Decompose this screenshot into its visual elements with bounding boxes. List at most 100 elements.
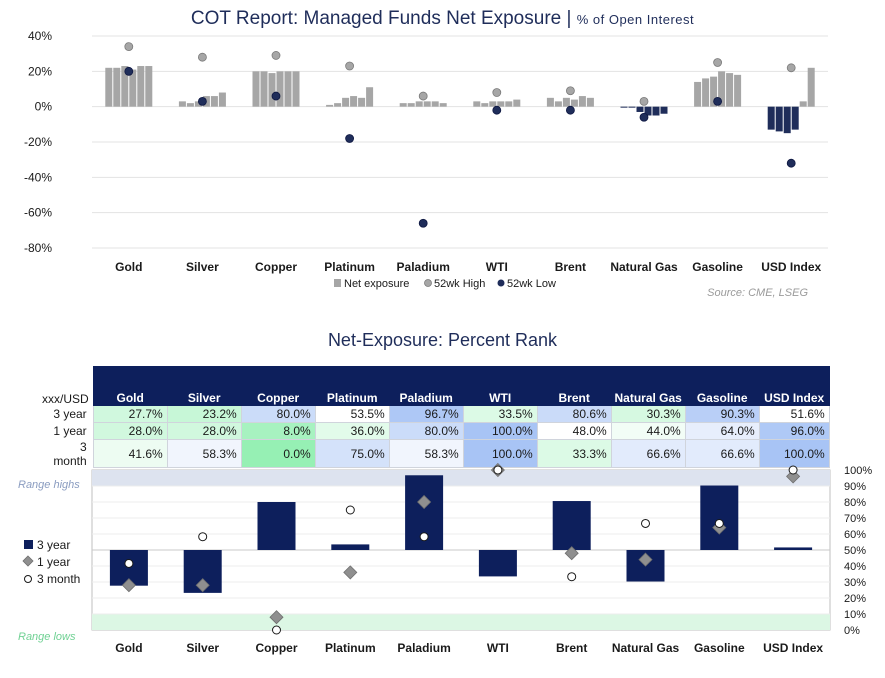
table-cell: 33.3% <box>536 439 612 468</box>
three-month-marker <box>493 465 503 475</box>
high-52wk-marker <box>713 58 722 67</box>
low-52wk-marker <box>418 218 428 228</box>
category-label: Brent <box>556 641 587 655</box>
y-tick-label: 20% <box>28 64 52 78</box>
category-label: Natural Gas <box>612 641 680 655</box>
table-header-row: xxx/USD Gold Silver Copper Platinum Paladium W… <box>40 366 830 406</box>
net-exposure-bar <box>775 106 783 132</box>
net-exposure-bar <box>276 71 284 107</box>
net-exposure-bar <box>129 69 137 107</box>
table-corner-label: xxx/USD <box>40 366 94 406</box>
y-tick-label: -80% <box>24 241 52 255</box>
net-exposure-bar <box>807 67 815 107</box>
table-row: 1 year 28.0% 28.0% 8.0% 36.0% 80.0% 100.0% 48.0… <box>40 422 830 440</box>
category-label: WTI <box>486 260 508 274</box>
high-52wk-marker <box>124 42 134 51</box>
net-exposure-bar <box>799 101 807 107</box>
high-52wk-marker <box>639 96 649 106</box>
y-tick-label: 0% <box>35 100 53 114</box>
table-cell: 90.3% <box>684 405 760 423</box>
net-exposure-bar <box>554 101 562 107</box>
three-year-bar <box>700 485 739 550</box>
range-highs-band <box>92 470 830 486</box>
net-exposure-bar <box>702 78 710 107</box>
table-cell: 96.7% <box>388 405 464 423</box>
three-month-marker <box>272 625 281 635</box>
category-label: Silver <box>186 641 219 655</box>
net-exposure-bar <box>694 81 702 107</box>
three-month-marker <box>641 518 650 528</box>
percent-rank-chart: 100% 90% 80% 70% 60% 50% 40% 30% 20% 10% 0% Range h… <box>18 462 872 655</box>
table-header-gasoline: Gasoline <box>684 366 760 406</box>
table-cell: 96.0% <box>758 422 830 440</box>
net-exposure-bar <box>710 76 718 107</box>
low-52wk-marker <box>345 134 355 143</box>
legend-high-label: 52wk High <box>434 278 485 290</box>
table-cell: 66.6% <box>684 439 760 468</box>
net-exposure-bar <box>546 97 554 107</box>
net-exposure-bar <box>284 71 292 107</box>
net-exposure-chart: 40% 20% 0% -20% -40% -60% -80% Gold Silver Copper… <box>24 29 828 299</box>
y-tick-label: 40% <box>844 561 866 573</box>
net-exposure-bar <box>194 101 202 107</box>
net-exposure-bar <box>578 96 586 107</box>
table-cell: 41.6% <box>92 439 168 468</box>
table-header-paladium: Paladium <box>388 366 464 406</box>
table-row-label: 3 month <box>40 439 94 468</box>
high-52wk-marker <box>492 88 502 97</box>
table-cell: 30.3% <box>610 405 686 423</box>
table-cell: 36.0% <box>314 422 390 440</box>
net-exposure-bar <box>105 67 113 107</box>
net-exposure-bar <box>620 106 628 108</box>
net-exposure-bar <box>505 101 513 107</box>
net-exposure-bar <box>145 66 153 107</box>
one-year-marker <box>269 610 284 625</box>
legend-net-exposure-swatch <box>334 279 341 287</box>
category-label: Gold <box>115 260 142 274</box>
three-month-marker <box>198 532 208 542</box>
table-cell: 80.0% <box>240 405 316 423</box>
table-row: 3 month 41.6% 58.3% 0.0% 75.0% 58.3% 100.0% 33.… <box>40 439 830 468</box>
net-exposure-bar <box>481 103 489 107</box>
table-cell: 44.0% <box>610 422 686 440</box>
y-tick-label: -40% <box>24 170 52 184</box>
legend-three-year-swatch <box>24 540 33 549</box>
legend-three-month-swatch <box>24 575 32 583</box>
net-exposure-bar <box>718 71 726 107</box>
category-label: Brent <box>555 260 586 274</box>
table-cell: 53.5% <box>314 405 390 423</box>
legend-three-month-label: 3 month <box>37 572 80 586</box>
net-exposure-bar <box>439 103 447 107</box>
table-row-label: 3 year <box>40 405 94 423</box>
net-exposure-bar <box>570 99 578 107</box>
net-exposure-bar <box>423 101 431 107</box>
y-tick-label: 40% <box>28 29 52 43</box>
y-tick-label: 0% <box>844 625 860 637</box>
table-header-usd-index: USD Index <box>758 366 830 406</box>
high-52wk-marker <box>345 61 355 71</box>
table-cell: 8.0% <box>240 422 316 440</box>
y-tick-label: 90% <box>844 481 866 493</box>
net-exposure-bar <box>326 104 334 107</box>
low-52wk-marker <box>124 66 134 76</box>
table-cell: 58.3% <box>388 439 464 468</box>
net-exposure-bar <box>586 97 594 107</box>
range-lows-band <box>92 614 830 630</box>
table-cell: 51.6% <box>758 405 830 423</box>
net-exposure-bar <box>342 97 350 107</box>
one-year-marker <box>343 565 358 580</box>
category-label: Copper <box>256 641 298 655</box>
three-year-bar <box>774 547 813 550</box>
category-label: Copper <box>255 260 297 274</box>
table-cell: 33.5% <box>462 405 538 423</box>
legend-one-year-label: 1 year <box>37 555 70 569</box>
y-tick-label: 10% <box>844 609 866 621</box>
y-tick-label: 100% <box>844 465 872 477</box>
net-exposure-bar <box>260 71 268 107</box>
net-exposure-bar <box>113 67 121 107</box>
y-tick-label: 20% <box>844 593 866 605</box>
legend-three-year-label: 3 year <box>37 538 70 552</box>
table-cell: 80.6% <box>536 405 612 423</box>
y-tick-label: 70% <box>844 513 866 525</box>
low-52wk-marker <box>639 112 649 122</box>
